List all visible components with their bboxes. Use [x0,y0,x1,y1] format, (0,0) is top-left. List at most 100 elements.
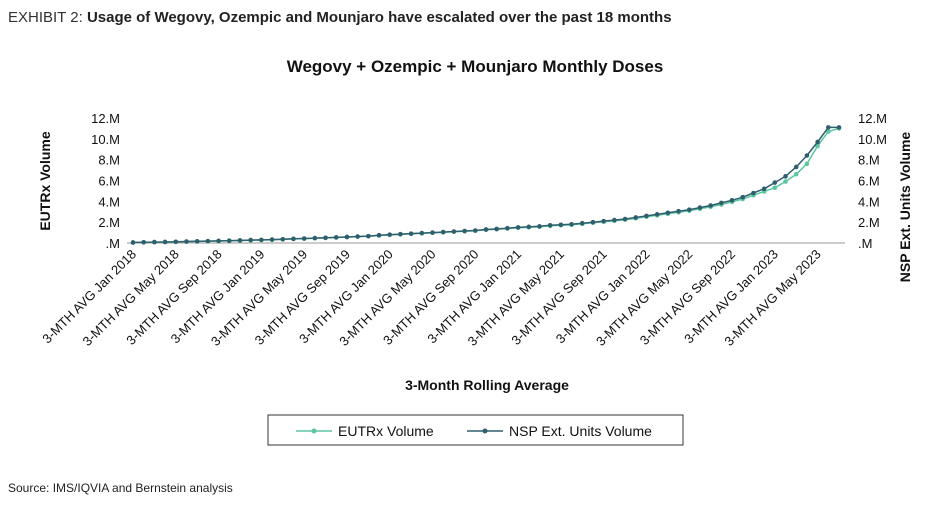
data-point [793,164,799,170]
data-point [740,194,746,200]
data-point [761,186,767,192]
data-point [793,171,799,177]
data-point [376,232,382,238]
chart: Wegovy + Ozempic + Mounjaro Monthly Dose… [37,57,913,446]
series-line [132,127,840,244]
data-point [483,227,489,232]
data-point [622,216,628,222]
data-point [194,239,200,244]
data-point [419,230,425,236]
y-tick-label: 8.M [98,153,120,168]
y-tick-label: 12.M [91,111,120,126]
data-point [772,185,778,191]
data-point [729,197,735,203]
y-tick-label: 2.M [98,215,120,230]
data-point [590,219,596,225]
data-point [644,213,649,219]
data-point [815,143,820,149]
data-point [312,235,318,241]
data-point [398,231,403,237]
data-point [259,237,264,243]
data-point [633,215,639,220]
y2-tick-label: 10.M [858,132,887,147]
data-point [333,235,339,240]
legend-label: EUTRx Volume [338,423,434,439]
data-point [612,217,617,223]
data-point [665,210,671,216]
data-point [505,225,510,231]
data-point [815,139,820,145]
data-point [141,239,146,245]
y2-tick-label: 6.M [858,174,880,189]
data-point [462,228,467,234]
data-point [708,203,713,208]
data-point [473,228,478,233]
y2-tick-label: 12.M [858,111,887,126]
legend-box [267,414,684,446]
legend-marker [311,428,317,434]
data-point [686,207,692,212]
series-line [132,126,839,244]
data-point [248,237,253,243]
data-point [269,237,275,242]
y2-tick-label: 8.M [858,153,880,168]
data-point [654,212,660,217]
data-point [547,222,553,228]
y-tick-label: 4.M [98,194,120,209]
y2-tick-label: 4.M [858,194,880,209]
exhibit-label: EXHIBIT 2: [8,9,83,26]
data-point [515,225,521,230]
data-point [152,239,157,245]
data-point [579,220,585,226]
data-point [205,238,211,244]
data-point [184,239,189,244]
legend-marker [482,428,488,434]
data-point [601,218,606,224]
legend-label: NSP Ext. Units Volume [509,423,652,439]
data-point [344,234,350,240]
data-point [408,231,414,236]
data-point [280,236,286,242]
data-point [526,224,532,230]
data-point [226,238,232,244]
data-point [366,233,371,239]
y2-tick-label: .M [858,236,872,251]
data-point [494,226,499,232]
data-point [804,153,810,158]
data-point [804,161,810,167]
data-point [323,235,328,241]
chart-title: Wegovy + Ozempic + Mounjaro Monthly Dose… [287,57,664,76]
data-point [826,125,831,130]
data-point [440,229,446,235]
data-point [387,232,393,237]
data-point [676,208,681,214]
data-point [783,174,788,179]
source-note: Source: IMS/IQVIA and Bernstein analysis [8,481,233,495]
data-point [291,236,296,242]
data-point [751,190,756,196]
data-point [216,238,221,244]
data-point [558,222,564,228]
data-point [537,224,542,229]
data-point [569,221,574,227]
y-axis-title: EUTRx Volume [37,131,53,231]
data-point [430,230,435,235]
y-tick-label: 6.M [98,174,120,189]
y2-tick-label: 2.M [858,215,880,230]
data-point [173,239,179,245]
data-point [237,238,243,243]
exhibit-title: Usage of Wegovy, Ozempic and Mounjaro ha… [86,9,672,26]
y-tick-label: .M [106,236,120,251]
data-point [719,200,724,206]
data-point [772,180,778,185]
exhibit-header: EXHIBIT 2: Usage of Wegovy, Ozempic and … [8,9,672,26]
y2-axis-title: NSP Ext. Units Volume [897,132,913,283]
data-point [130,240,136,245]
data-point [826,129,831,134]
data-point [783,179,788,184]
data-point [697,205,703,210]
data-point [162,239,168,245]
data-point [355,234,360,239]
data-point [836,125,842,130]
